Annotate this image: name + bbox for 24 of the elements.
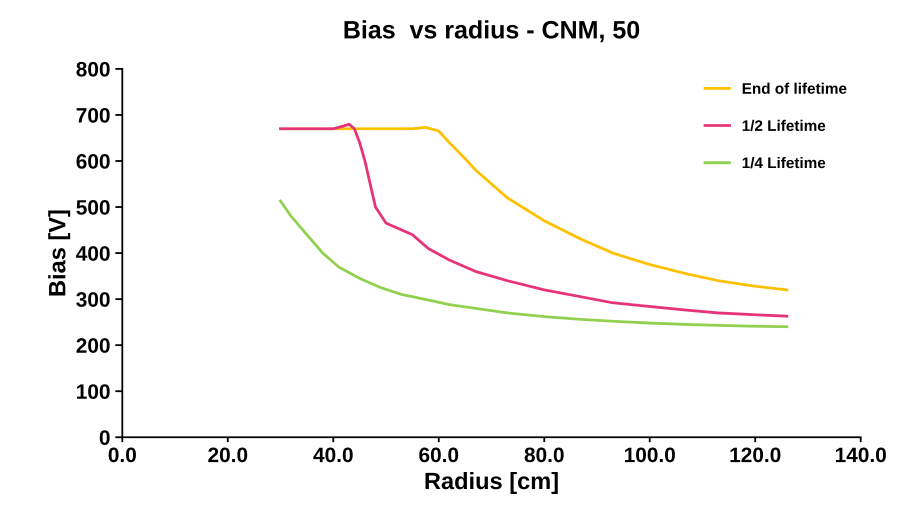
y-tick-label: 700 [76, 108, 110, 123]
legend-label: 1/2 Lifetime [742, 120, 826, 132]
line-series [279, 200, 788, 328]
legend-label: 1/4 Lifetime [742, 156, 826, 168]
chart-title: Bias vs radius - CNM, 50 [344, 20, 640, 42]
x-tick-label: 80.0 [524, 448, 564, 462]
x-tick-label: 100.0 [624, 448, 675, 462]
x-tick-label: 120.0 [730, 448, 780, 462]
y-tick-label: 400 [76, 246, 110, 261]
x-tick-label: 0.0 [108, 448, 136, 462]
x-axis-title: Radius [cm] [426, 472, 558, 494]
x-tick-label: 20.0 [208, 448, 248, 462]
y-tick-label: 0 [100, 430, 110, 446]
y-tick-label: 300 [76, 292, 110, 307]
y-tick-label: 100 [77, 384, 110, 399]
x-tick-label: 140.0 [836, 448, 886, 462]
legend-label: End of lifetime [742, 82, 846, 94]
x-tick-label: 60.0 [419, 448, 458, 462]
y-tick-label: 800 [76, 62, 110, 77]
y-tick-label: 600 [76, 154, 110, 169]
x-tick-label: 40.0 [313, 448, 353, 462]
y-tick-label: 200 [76, 338, 110, 353]
y-axis-title: Bias [V] [48, 210, 70, 296]
y-tick-label: 500 [76, 200, 110, 215]
